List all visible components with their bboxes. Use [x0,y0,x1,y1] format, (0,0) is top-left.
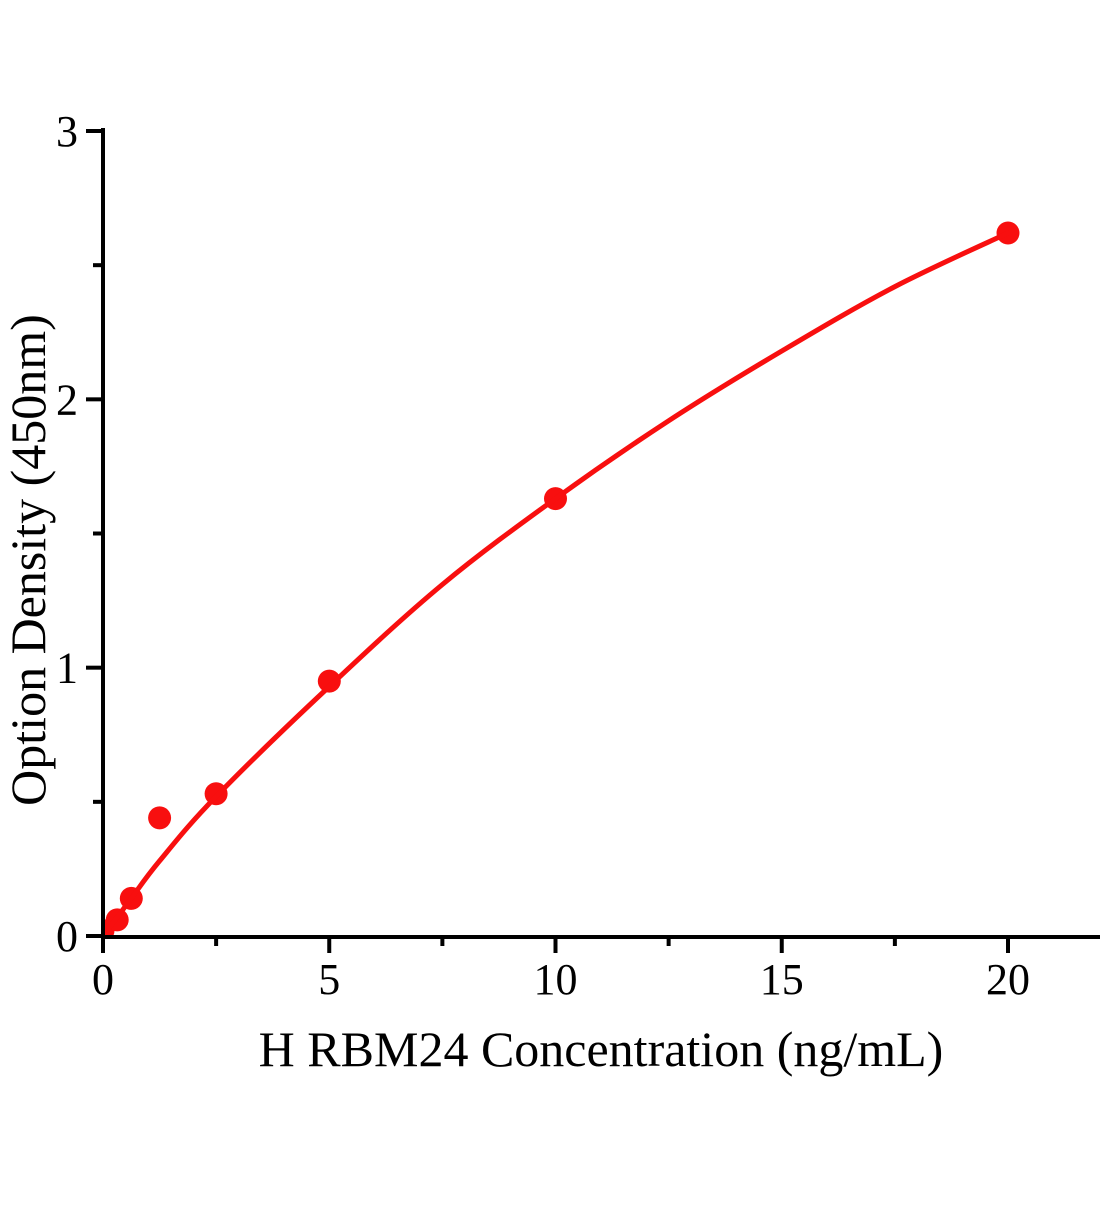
y-axis-title: Option Density (450nm) [0,314,56,806]
y-tick-label: 1 [56,644,78,693]
y-tick-label: 3 [56,107,78,156]
x-axis-title: H RBM24 Concentration (ng/mL) [259,1021,944,1077]
axes-layer: 0 5 10 15 20 0 1 2 3 [56,107,1100,1004]
y-tick-label: 2 [56,375,78,424]
x-tick-label: 0 [92,955,114,1004]
x-tick-label: 5 [318,955,340,1004]
axes-spines [101,128,1100,939]
y-tick-label: 0 [56,912,78,961]
x-tick-label: 10 [534,955,578,1004]
series-layer [103,221,1020,937]
fitted-curve-path [103,230,1011,937]
data-point-marker [148,806,172,830]
x-tick-label: 15 [760,955,804,1004]
data-point-marker [317,669,341,693]
x-tick-label: 20 [986,955,1030,1004]
